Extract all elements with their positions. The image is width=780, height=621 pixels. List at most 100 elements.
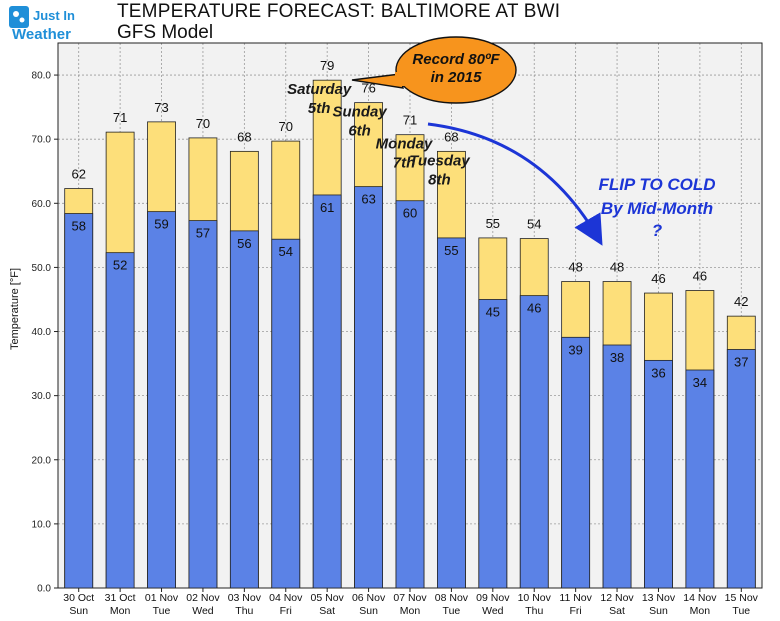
y-tick-label: 10.0 — [32, 519, 52, 530]
y-tick-label: 20.0 — [32, 455, 52, 466]
x-tick-label-date: 04 Nov — [269, 592, 303, 604]
x-tick-label-date: 10 Nov — [518, 592, 552, 604]
low-bar — [561, 336, 591, 589]
low-bar — [147, 211, 176, 589]
record-bubble-text: Record 80ºF — [412, 51, 500, 68]
low-value-label: 57 — [196, 226, 210, 241]
low-value-label: 61 — [320, 200, 334, 215]
high-value-label: 54 — [527, 217, 541, 232]
x-tick-label-day: Fri — [280, 605, 292, 617]
flip-annotation: By Mid-Month — [601, 199, 713, 218]
low-value-label: 52 — [113, 258, 127, 273]
x-tick-label-date: 30 Oct — [63, 592, 94, 604]
x-tick-label-date: 01 Nov — [145, 592, 179, 604]
low-bar — [312, 194, 342, 589]
low-value-label: 39 — [568, 342, 582, 357]
low-bar — [105, 252, 135, 589]
day-annotation: Monday — [376, 136, 433, 153]
high-value-label: 55 — [486, 216, 500, 231]
high-value-label: 48 — [568, 260, 582, 275]
low-bar — [229, 230, 259, 589]
low-bar — [602, 344, 632, 589]
flip-arrow — [427, 122, 603, 246]
low-bar — [478, 299, 508, 589]
flip-annotation: FLIP TO COLD — [598, 175, 715, 194]
x-tick-label-date: 05 Nov — [311, 592, 345, 604]
high-value-label: 68 — [237, 129, 251, 144]
x-tick-label-date: 08 Nov — [435, 592, 469, 604]
day-annotation: 5th — [308, 100, 331, 117]
high-value-label: 70 — [196, 116, 210, 131]
day-annotation: Saturday — [287, 81, 352, 98]
x-tick-label-day: Sun — [69, 605, 88, 617]
low-value-label: 59 — [154, 217, 168, 232]
logo-line-2: Weather — [12, 26, 71, 43]
y-tick-label: 40.0 — [32, 327, 52, 338]
low-bar — [395, 200, 425, 589]
day-annotation: 6th — [348, 123, 371, 140]
low-bar — [271, 238, 301, 589]
high-value-label: 46 — [693, 268, 707, 283]
high-value-label: 76 — [361, 81, 375, 96]
x-tick-label-day: Sun — [649, 605, 668, 617]
record-bubble-join — [395, 72, 407, 86]
low-value-label: 60 — [403, 206, 417, 221]
low-value-label: 54 — [279, 244, 293, 259]
x-tick-label-date: 13 Nov — [642, 592, 676, 604]
y-tick-label: 80.0 — [32, 71, 52, 82]
high-value-label: 79 — [320, 58, 334, 73]
low-value-label: 36 — [651, 365, 665, 380]
x-tick-label-day: Mon — [400, 605, 421, 617]
chart-subtitle: GFS Model — [117, 22, 214, 43]
logo-snow-icon — [13, 11, 19, 17]
x-tick-label-day: Fri — [570, 605, 582, 617]
low-bar — [644, 359, 673, 589]
x-tick-label-day: Sat — [319, 605, 335, 617]
high-value-label: 71 — [403, 113, 417, 128]
high-value-label: 42 — [734, 294, 748, 309]
flip-annotation: ? — [652, 221, 663, 240]
x-tick-label-day: Tue — [153, 605, 171, 617]
low-value-label: 38 — [610, 350, 624, 365]
just-in-weather-logo: Just In Weather — [6, 4, 106, 44]
low-value-label: 34 — [693, 375, 707, 390]
x-tick-label-date: 31 Oct — [105, 592, 136, 604]
x-tick-label-day: Tue — [732, 605, 750, 617]
day-annotation: Sunday — [332, 104, 387, 121]
x-tick-label-date: 02 Nov — [186, 592, 220, 604]
high-value-label: 68 — [444, 129, 458, 144]
x-tick-label-date: 15 Nov — [725, 592, 759, 604]
high-value-label: 73 — [154, 100, 168, 115]
y-tick-label: 50.0 — [32, 263, 52, 274]
y-axis-label: Temperature [°F] — [9, 268, 21, 350]
y-tick-label: 30.0 — [32, 391, 52, 402]
high-value-label: 71 — [113, 110, 127, 125]
low-value-label: 55 — [444, 243, 458, 258]
low-bar — [685, 369, 715, 589]
x-tick-label-day: Mon — [690, 605, 711, 617]
x-tick-label-date: 12 Nov — [600, 592, 634, 604]
low-bar — [354, 186, 383, 589]
x-tick-label-date: 09 Nov — [476, 592, 510, 604]
chart-title: TEMPERATURE FORECAST: BALTIMORE AT BWI — [117, 1, 561, 22]
bars — [64, 79, 756, 589]
x-tick-label-date: 14 Nov — [683, 592, 717, 604]
x-tick-label-day: Wed — [192, 605, 214, 617]
high-value-label: 48 — [610, 260, 624, 275]
low-bar — [519, 295, 549, 589]
low-bar — [437, 237, 466, 589]
axes: 0.0 10.0 20.0 30.0 40.0 50.0 60.0 70.0 80.0 30 Oc… — [32, 42, 763, 617]
x-tick-label-day: Thu — [235, 605, 253, 617]
y-tick-label: 0.0 — [37, 584, 51, 595]
high-value-label: 70 — [279, 119, 293, 134]
low-value-label: 56 — [237, 236, 251, 251]
low-value-label: 37 — [734, 354, 748, 369]
record-bubble-text: in 2015 — [431, 69, 483, 86]
x-tick-label-date: 03 Nov — [228, 592, 262, 604]
low-value-label: 45 — [486, 304, 500, 319]
low-bar — [64, 213, 94, 589]
x-tick-label-day: Sun — [359, 605, 378, 617]
record-bubble — [395, 36, 517, 104]
